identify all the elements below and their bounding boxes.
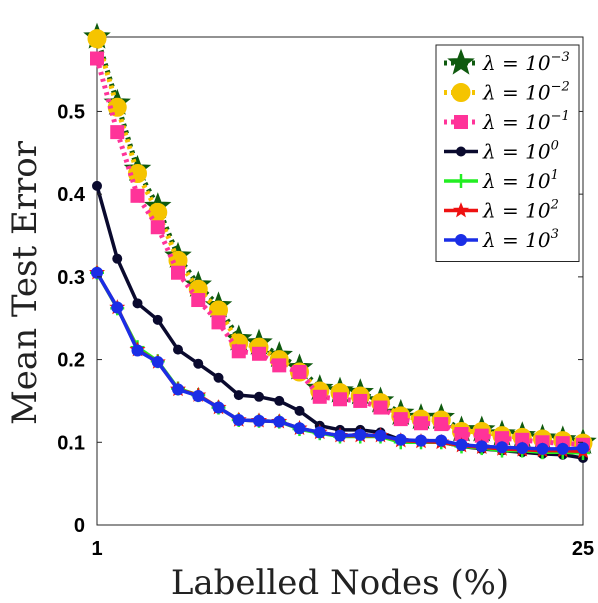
legend-entry-label: λ = 10−1 bbox=[482, 109, 570, 134]
data-point-dot bbox=[294, 405, 305, 416]
data-point-circle bbox=[87, 29, 107, 49]
data-point-square bbox=[312, 389, 327, 404]
data-point-square bbox=[110, 125, 125, 140]
data-point-circle bbox=[516, 442, 529, 455]
data-point-circle bbox=[475, 440, 488, 453]
data-point-circle bbox=[374, 429, 387, 442]
data-point-dot bbox=[274, 395, 285, 406]
data-point-square bbox=[171, 265, 185, 280]
data-point-square bbox=[292, 364, 307, 379]
data-point-circle bbox=[91, 266, 103, 279]
data-point-square bbox=[130, 188, 145, 203]
data-point-circle bbox=[394, 433, 407, 446]
y-tick-label: 0.3 bbox=[57, 267, 85, 289]
legend-entry-label: λ = 10−3 bbox=[482, 50, 570, 75]
data-point-square bbox=[90, 51, 104, 66]
data-point-circle bbox=[151, 356, 164, 369]
data-point-circle bbox=[455, 234, 467, 246]
data-point-circle bbox=[212, 401, 225, 414]
plot-area-border bbox=[96, 36, 584, 526]
series-5 bbox=[88, 264, 592, 459]
data-point-circle bbox=[354, 428, 367, 441]
ticks-layer: 0 0.1 0.2 0.3 0.4 0.5 1 25 bbox=[57, 101, 594, 560]
series-line bbox=[95, 271, 584, 454]
data-point-dot bbox=[193, 358, 204, 369]
legend-entry-label: λ = 10−2 bbox=[482, 80, 570, 105]
y-tick-label: 0.4 bbox=[57, 184, 86, 206]
data-point-square bbox=[333, 392, 347, 407]
data-point-circle bbox=[334, 429, 346, 442]
legend-entry-label: λ = 103 bbox=[482, 227, 559, 252]
data-point-square bbox=[393, 412, 408, 427]
y-axis-label: Mean Test Error bbox=[5, 140, 45, 425]
data-point-square bbox=[414, 416, 428, 431]
y-tick-label: 0.5 bbox=[57, 101, 85, 123]
data-point-square bbox=[231, 344, 246, 359]
data-point-circle bbox=[172, 383, 184, 396]
data-point-dot bbox=[92, 180, 102, 191]
y-tick-label: 0.1 bbox=[57, 432, 85, 454]
data-point-circle bbox=[435, 434, 448, 447]
series-layer bbox=[83, 22, 597, 464]
x-tick-label: 1 bbox=[91, 538, 102, 560]
data-point-dot bbox=[456, 146, 466, 157]
data-point-circle bbox=[111, 301, 124, 314]
data-point-square bbox=[373, 400, 388, 415]
data-point-square bbox=[252, 346, 266, 361]
x-axis-label: Labelled Nodes (%) bbox=[171, 563, 509, 603]
data-point-circle bbox=[455, 438, 468, 451]
data-point-square bbox=[434, 417, 449, 432]
data-point-circle bbox=[451, 83, 471, 102]
data-point-circle bbox=[556, 442, 569, 455]
x-tick-label: 25 bbox=[572, 538, 594, 560]
data-point-star bbox=[447, 48, 475, 75]
data-point-dot bbox=[173, 344, 183, 355]
data-point-circle bbox=[313, 426, 326, 439]
series-6 bbox=[91, 266, 589, 455]
data-point-dot bbox=[233, 390, 244, 401]
data-point-star bbox=[452, 202, 470, 218]
data-point-dot bbox=[112, 253, 123, 264]
data-point-circle bbox=[192, 389, 205, 402]
legend-entry-label: λ = 101 bbox=[482, 168, 559, 193]
data-point-dot bbox=[152, 314, 163, 325]
data-point-circle bbox=[415, 434, 427, 447]
series-line bbox=[95, 271, 584, 451]
y-tick-label: 0 bbox=[74, 515, 85, 537]
data-point-dot bbox=[254, 391, 264, 402]
data-point-square bbox=[211, 315, 226, 330]
data-point-square bbox=[191, 293, 206, 308]
data-point-circle bbox=[253, 414, 265, 427]
data-point-circle bbox=[536, 442, 549, 455]
data-point-circle bbox=[273, 415, 286, 428]
plot-frame bbox=[96, 36, 584, 526]
legend-entry-label: λ = 102 bbox=[482, 198, 559, 223]
data-point-square bbox=[150, 220, 165, 235]
data-point-square bbox=[353, 393, 368, 408]
data-point-circle bbox=[293, 422, 306, 435]
data-point-circle bbox=[577, 442, 589, 455]
data-point-circle bbox=[131, 344, 144, 357]
data-point-circle bbox=[496, 441, 508, 454]
data-point-plus bbox=[454, 174, 468, 188]
y-tick-label: 0.2 bbox=[57, 350, 85, 372]
data-point-square bbox=[272, 358, 287, 373]
data-point-dot bbox=[213, 372, 224, 383]
data-point-circle bbox=[232, 413, 245, 426]
data-point-square bbox=[454, 115, 468, 129]
data-point-dot bbox=[132, 298, 143, 309]
legend-entry-label: λ = 100 bbox=[482, 139, 559, 164]
legend: λ = 10−3 λ = 10−2 λ = 10−1 λ = 100 λ = 101 λ … bbox=[435, 44, 580, 262]
